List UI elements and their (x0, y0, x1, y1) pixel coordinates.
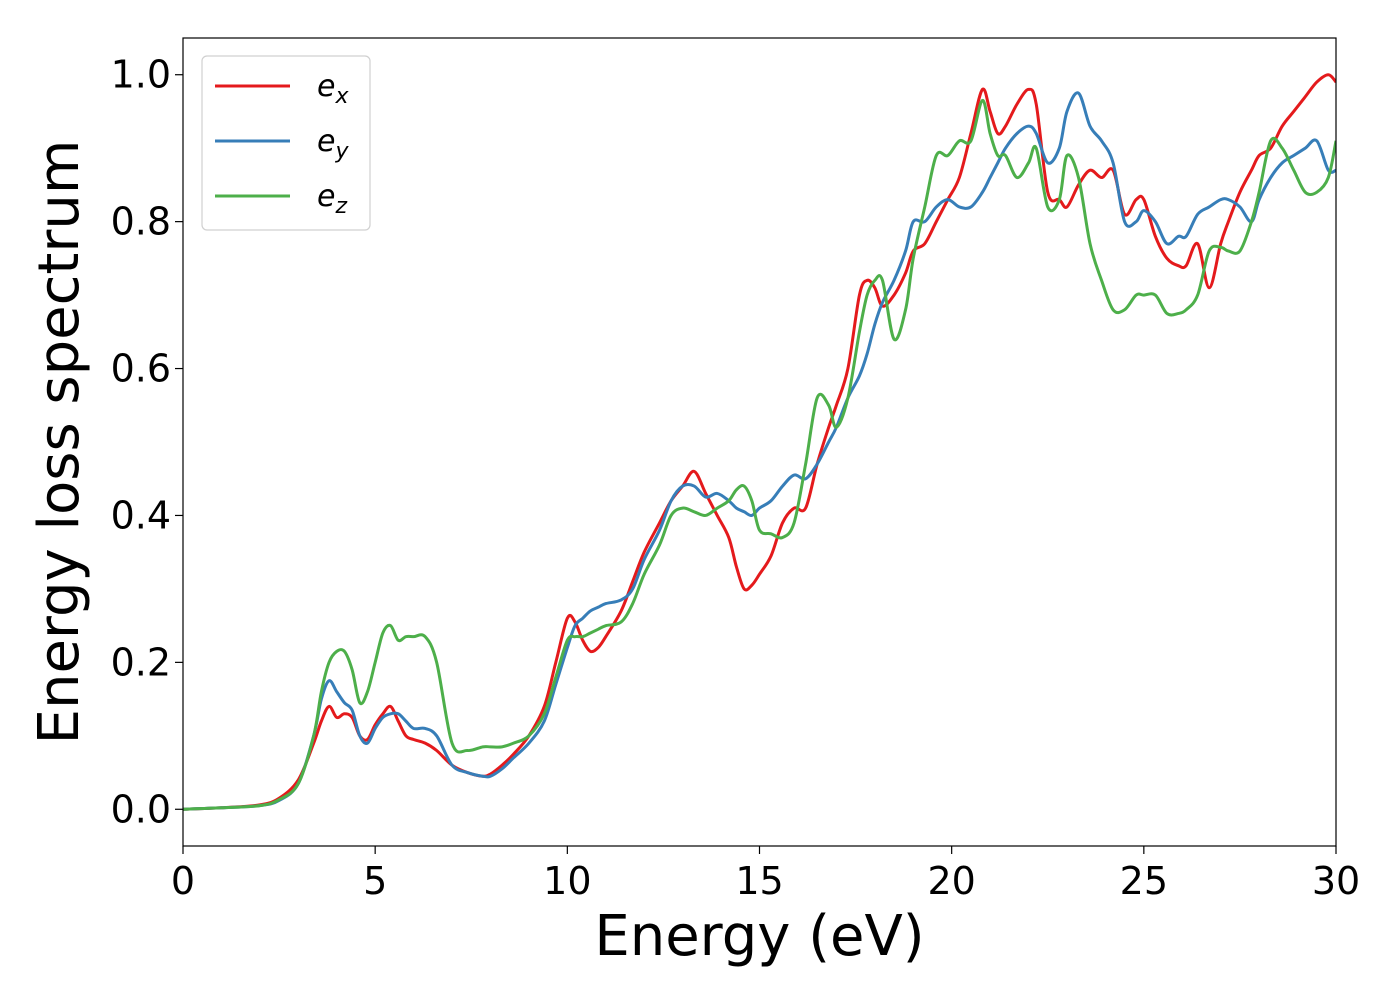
x-axis-title: Energy (eV) (594, 904, 924, 969)
series-line-ey (183, 91, 1336, 811)
x-tick-label: 15 (735, 859, 783, 903)
x-tick-label: 20 (927, 859, 975, 903)
series-layer (183, 73, 1336, 811)
y-tick-label: 0.0 (111, 787, 171, 831)
x-axis: 0 5 10 15 20 25 30 (171, 846, 1360, 903)
legend-box (201, 55, 371, 231)
legend: ex ey ez (201, 55, 371, 231)
x-tick-label: 5 (363, 859, 387, 903)
y-tick-label: 1.0 (111, 53, 171, 97)
y-tick-label: 0.2 (111, 640, 171, 684)
series-line-ex (183, 73, 1336, 811)
legend-label-ey: ey (317, 124, 349, 164)
y-axis: 0.0 0.2 0.4 0.6 0.8 1.0 (111, 53, 183, 831)
legend-label-ex: ex (317, 69, 349, 109)
y-tick-label: 0.4 (111, 493, 171, 537)
legend-label-ez: ez (317, 179, 347, 219)
series-line-ez (183, 98, 1336, 811)
x-tick-label: 30 (1312, 859, 1360, 903)
x-tick-label: 0 (171, 859, 195, 903)
x-tick-label: 10 (543, 859, 591, 903)
y-tick-label: 0.6 (111, 347, 171, 391)
y-axis-title: Energy loss spectrum (27, 140, 92, 745)
y-tick-label: 0.8 (111, 200, 171, 244)
x-tick-label: 25 (1120, 859, 1168, 903)
